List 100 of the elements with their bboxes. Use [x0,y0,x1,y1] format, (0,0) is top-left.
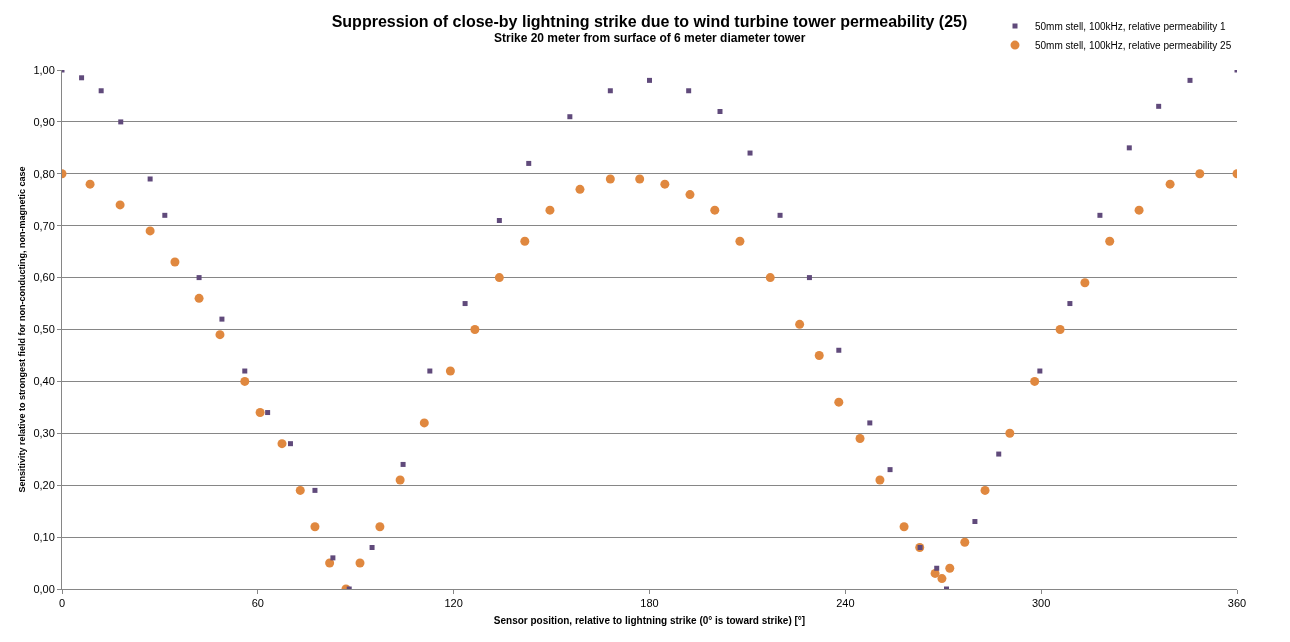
point [470,325,480,334]
point [496,218,502,224]
point [419,418,429,428]
point [834,397,844,407]
point [240,376,250,386]
point [215,330,225,340]
point [277,439,287,449]
point [400,461,406,467]
point [1126,145,1132,151]
point [1156,103,1162,109]
point [1187,77,1193,83]
point [887,467,893,473]
point [1195,169,1205,179]
point [196,275,202,281]
point [1165,179,1175,189]
point [1080,278,1090,288]
point [747,150,753,156]
y-tick-label: 1,00 [33,63,55,76]
point [899,522,909,532]
point [945,563,955,573]
point [242,368,248,374]
point [567,114,573,120]
point [1037,368,1043,374]
point [575,184,585,194]
y-tick-label: 0,20 [33,479,55,492]
x-tick-label: 240 [836,597,855,610]
point [717,109,723,115]
point [867,420,873,426]
y-tick-label: 0,70 [33,219,55,232]
point [934,565,940,571]
y-tick-label: 0,60 [33,271,55,284]
point [79,75,85,81]
chart-subtitle: Strike 20 meter from surface of 6 meter diameter tower [494,31,806,45]
point [1055,325,1065,334]
legend-label: 50mm stell, 100kHz, relative permeability 1 [1035,21,1227,33]
point [660,179,670,189]
point [494,273,504,283]
y-tick-label: 0,40 [33,375,55,388]
point [265,410,271,416]
point [170,257,180,267]
point [814,350,824,360]
point [855,433,865,443]
point [115,200,125,210]
point [147,176,153,182]
point [310,522,320,532]
point [85,179,95,189]
point [145,226,155,236]
point [1067,301,1073,307]
point [972,519,978,525]
y-tick-label: 0,90 [33,115,55,128]
point [526,160,532,166]
point [647,77,652,83]
point [710,205,720,215]
point [836,347,842,353]
point [355,558,365,568]
point [686,88,692,94]
point [427,368,433,374]
point [462,301,468,307]
point [395,475,405,485]
point [765,273,775,283]
point [937,574,947,584]
x-tick-label: 0 [58,597,66,610]
y-tick-label: 0,00 [33,582,55,595]
point [605,174,615,184]
point [330,555,336,561]
point [735,236,745,246]
point [1005,428,1015,438]
point [1134,205,1144,215]
point [255,408,265,418]
point [98,88,104,94]
x-tick-label: 120 [444,597,463,610]
point [685,190,695,200]
point [287,441,293,447]
y-tick-label: 0,30 [33,427,55,440]
point [1105,236,1115,246]
point [162,212,168,218]
point [312,487,318,493]
x-tick-label: 360 [1227,597,1247,610]
point [1097,212,1103,218]
y-tick-label: 0,10 [33,530,55,543]
point [545,205,555,215]
point [795,319,805,329]
point [445,366,455,376]
point [960,537,970,547]
point [369,544,375,550]
x-axis-title: Sensor position, relative to lightning strike (0° is toward strike) [°] [493,614,806,626]
point [325,558,335,568]
point [118,119,124,125]
point [520,236,530,246]
y-tick-label: 0,80 [33,167,55,180]
y-tick-label: 0,50 [33,323,55,336]
point [806,275,812,281]
point [295,485,305,495]
point [1030,376,1040,386]
point [219,316,225,322]
point [980,485,990,495]
x-tick-label: 300 [1031,597,1051,610]
x-tick-label: 60 [251,597,264,610]
x-tick-label: 180 [640,597,659,610]
point [635,174,645,184]
